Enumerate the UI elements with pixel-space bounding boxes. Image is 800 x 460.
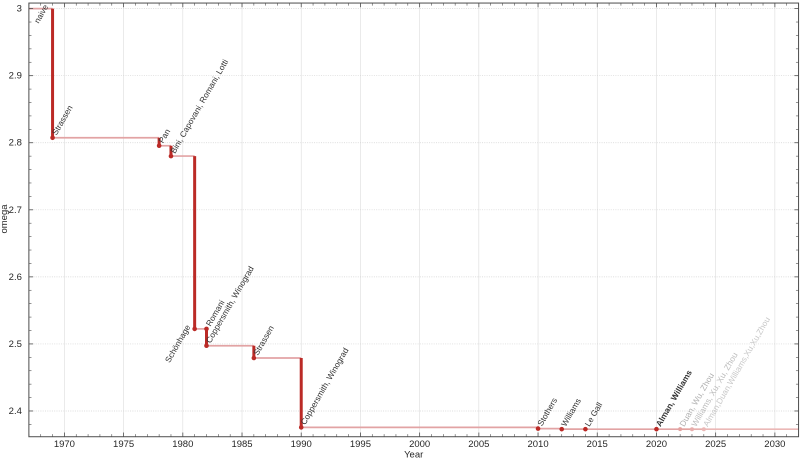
svg-text:2005: 2005 [468,439,489,450]
svg-text:2.7: 2.7 [9,205,22,216]
svg-text:1985: 1985 [231,439,252,450]
svg-text:1970: 1970 [54,439,75,450]
svg-text:2025: 2025 [705,439,726,450]
svg-text:Year: Year [404,450,423,460]
svg-text:1975: 1975 [113,439,134,450]
svg-text:2.8: 2.8 [9,138,22,149]
svg-text:2010: 2010 [527,439,548,450]
svg-text:2.6: 2.6 [9,272,22,283]
svg-text:2030: 2030 [764,439,785,450]
svg-text:1980: 1980 [172,439,193,450]
svg-text:1995: 1995 [350,439,371,450]
svg-text:2015: 2015 [587,439,608,450]
svg-text:2.9: 2.9 [9,71,22,82]
svg-text:3: 3 [17,4,22,15]
svg-text:1990: 1990 [291,439,312,450]
svg-text:2.5: 2.5 [9,339,22,350]
svg-text:2.4: 2.4 [9,406,22,417]
svg-text:2000: 2000 [409,439,430,450]
svg-text:2020: 2020 [646,439,667,450]
svg-text:omega: omega [0,204,10,234]
